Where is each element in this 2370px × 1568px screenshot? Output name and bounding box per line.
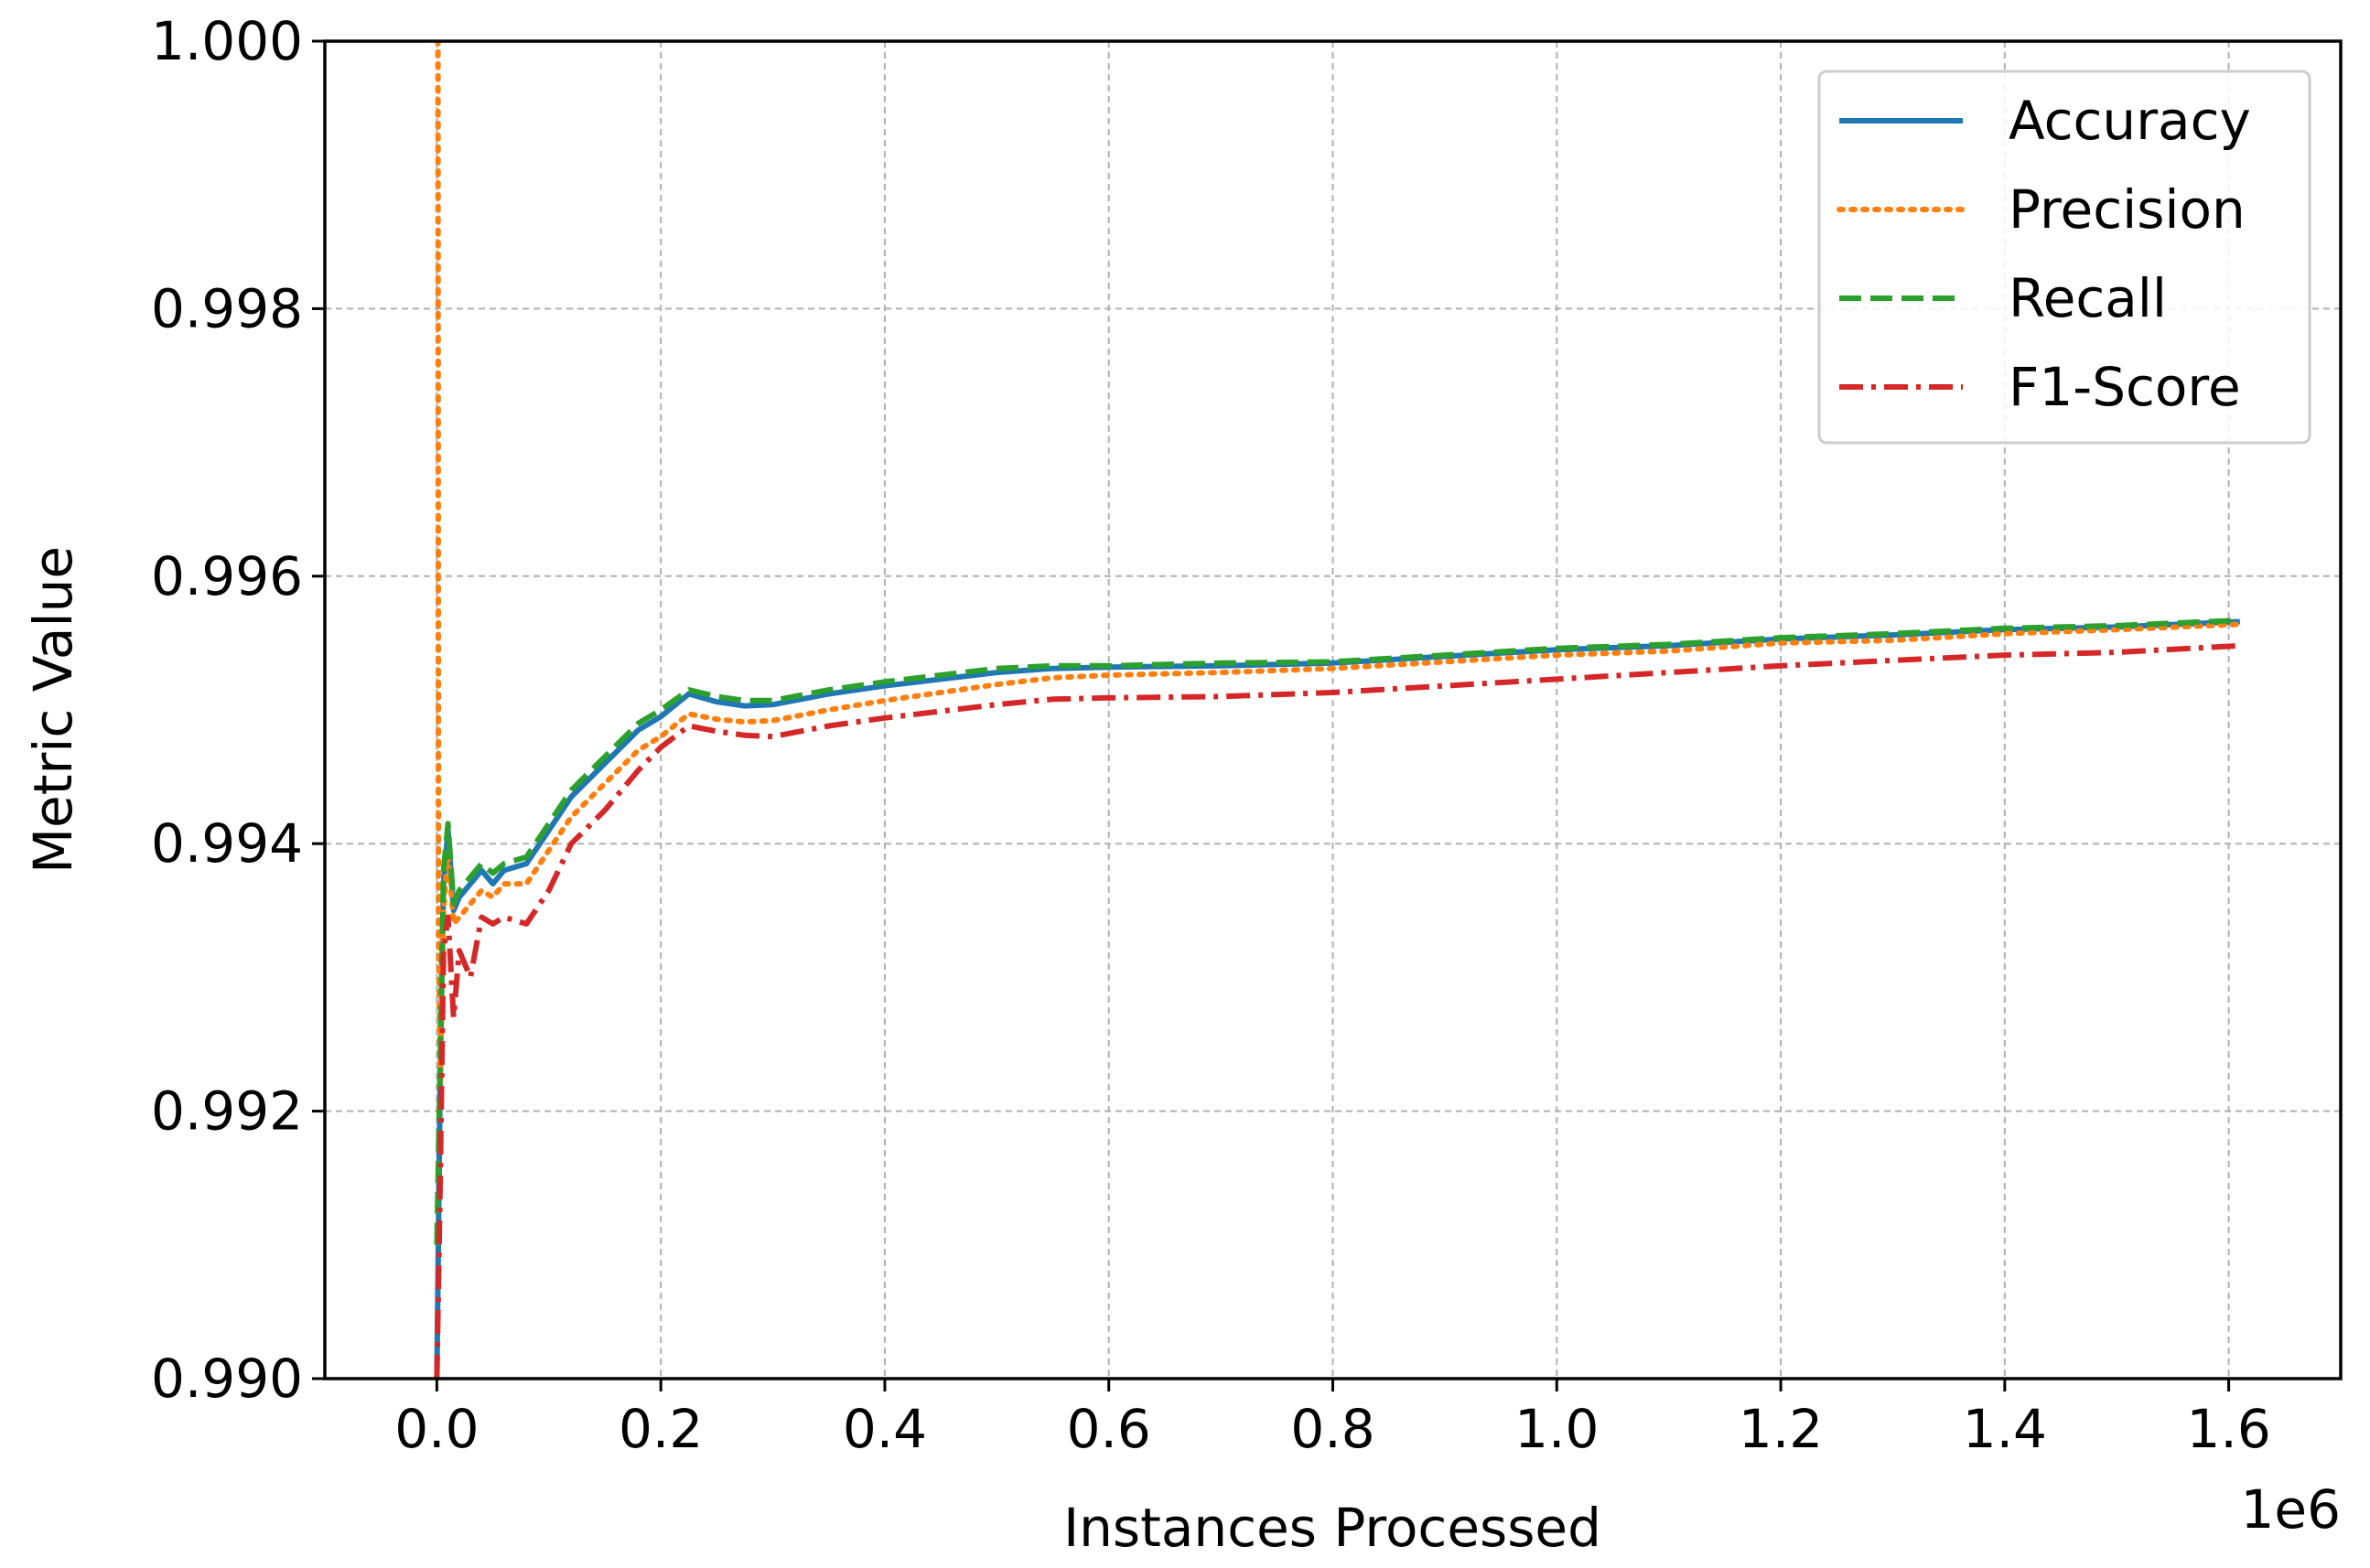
x-tick-label: 0.2 xyxy=(619,1398,703,1460)
y-tick-label: 1.000 xyxy=(151,10,303,72)
legend-label-2: Precision xyxy=(2009,178,2246,241)
series-line-2 xyxy=(434,41,2243,1088)
legend-label-3: Recall xyxy=(2009,267,2167,329)
x-tick-label: 1.2 xyxy=(1739,1398,1823,1460)
x-tick-label: 1.0 xyxy=(1514,1398,1599,1460)
x-axis-offset-label: 1e6 xyxy=(2241,1478,2342,1541)
x-axis-label: Instances Processed xyxy=(1063,1497,1601,1559)
legend-box xyxy=(1817,70,2311,445)
x-tick-label: 1.6 xyxy=(2186,1398,2270,1460)
legend-label-4: F1-Score xyxy=(2009,356,2241,418)
y-axis-label: Metric Value xyxy=(22,546,84,874)
x-tick-label: 0.4 xyxy=(843,1398,927,1460)
ticks: 0.0 0.2 0.4 0.6 0.8 1.0 1.2 1.4 1.6 0.990 0.992 0.9… xyxy=(151,10,2271,1460)
y-tick-label: 0.994 xyxy=(151,812,303,875)
legend-label-1: Accuracy xyxy=(2009,90,2251,152)
x-tick-label: 1.4 xyxy=(1963,1398,2047,1460)
x-tick-label: 0.8 xyxy=(1290,1398,1374,1460)
y-tick-label: 0.996 xyxy=(151,545,303,607)
legend: Accuracy Precision Recall F1-Score xyxy=(1817,70,2311,445)
x-tick-label: 0.0 xyxy=(394,1398,479,1460)
series-line-4 xyxy=(434,642,2240,1379)
series-line-3 xyxy=(434,618,2240,1245)
y-tick-label: 0.992 xyxy=(151,1080,303,1143)
y-tick-label: 0.998 xyxy=(151,277,303,339)
x-tick-label: 0.6 xyxy=(1067,1398,1151,1460)
y-tick-label: 0.990 xyxy=(151,1348,303,1410)
series-group xyxy=(434,41,2243,1379)
